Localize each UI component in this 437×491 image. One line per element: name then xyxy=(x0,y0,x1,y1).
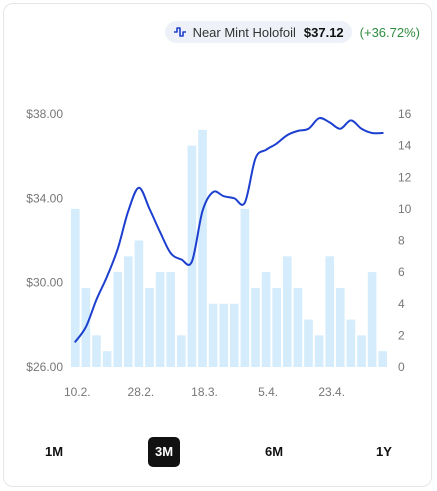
right-axis-tick: 16 xyxy=(398,107,412,121)
volume-bar xyxy=(102,351,112,367)
left-axis-tick: $30.00 xyxy=(26,276,63,290)
volume-bar xyxy=(187,145,197,367)
volume-bar xyxy=(208,303,218,367)
right-axis-ticks: 0 2 4 6 8 10 12 14 16 xyxy=(398,107,412,374)
range-6m-button[interactable]: 6M xyxy=(264,444,284,459)
volume-bar xyxy=(346,319,356,367)
right-axis-tick: 10 xyxy=(398,202,412,216)
volume-bar xyxy=(92,335,101,367)
volume-bar xyxy=(251,287,260,367)
volume-bar xyxy=(283,256,292,367)
x-axis-tick: 23.4. xyxy=(318,385,345,399)
volume-bar xyxy=(177,335,186,367)
volume-bar xyxy=(261,272,271,367)
legend-item[interactable]: Near Mint Holofoil $37.12 xyxy=(164,21,352,43)
x-axis-tick: 10.2. xyxy=(64,385,91,399)
range-1m-button[interactable]: 1M xyxy=(44,444,64,459)
volume-bar xyxy=(166,272,175,367)
chart-legend: Near Mint Holofoil $37.12 (+36.72%) xyxy=(164,21,420,43)
range-3m-button[interactable]: 3M xyxy=(148,437,180,467)
volume-bar xyxy=(378,351,387,367)
right-axis-tick: 2 xyxy=(398,328,405,342)
left-axis-tick: $26.00 xyxy=(26,360,63,374)
x-axis-tick: 18.3. xyxy=(191,385,218,399)
left-axis-ticks: $26.00 $30.00 $34.00 $38.00 xyxy=(26,107,63,374)
volume-bar xyxy=(293,287,303,367)
legend-series-name: Near Mint Holofoil xyxy=(192,24,296,40)
volume-bar xyxy=(325,256,334,367)
volume-bar xyxy=(198,129,207,367)
volume-bar xyxy=(71,208,80,367)
volume-bar xyxy=(124,256,133,367)
range-selector: 1M 3M 6M 1Y xyxy=(0,437,437,467)
right-axis-tick: 12 xyxy=(398,170,412,184)
x-axis-ticks: 10.2. 28.2. 18.3. 5.4. 23.4. xyxy=(64,385,345,399)
volume-bar xyxy=(230,303,239,367)
volume-bar xyxy=(357,335,366,367)
volume-bar xyxy=(314,335,324,367)
x-axis-tick: 28.2. xyxy=(128,385,155,399)
volume-bar xyxy=(134,240,144,367)
x-axis-tick: 5.4. xyxy=(258,385,278,399)
range-1y-button[interactable]: 1Y xyxy=(376,444,392,459)
right-axis-tick: 6 xyxy=(398,265,405,279)
right-axis-tick: 8 xyxy=(398,234,405,248)
price-line xyxy=(74,117,384,343)
right-axis-tick: 0 xyxy=(398,360,405,374)
volume-bar xyxy=(113,272,122,367)
volume-bar xyxy=(155,272,165,367)
volume-bar xyxy=(145,287,154,367)
price-line-icon xyxy=(173,27,186,37)
right-axis-tick: 4 xyxy=(398,297,405,311)
price-volume-chart: $26.00 $30.00 $34.00 $38.00 0 2 4 6 8 10 12 14 16 1… xyxy=(26,107,412,399)
legend-change: (+36.72%) xyxy=(359,24,420,40)
volume-bar xyxy=(304,319,313,367)
volume-bar xyxy=(272,287,281,367)
volume-bar xyxy=(240,208,250,367)
right-axis-tick: 14 xyxy=(398,139,412,153)
volume-bar xyxy=(336,287,345,367)
volume-bar xyxy=(219,303,228,367)
legend-price: $37.12 xyxy=(303,24,344,40)
volume-bar xyxy=(367,272,377,367)
left-axis-tick: $38.00 xyxy=(26,107,63,121)
left-axis-tick: $34.00 xyxy=(26,191,63,205)
